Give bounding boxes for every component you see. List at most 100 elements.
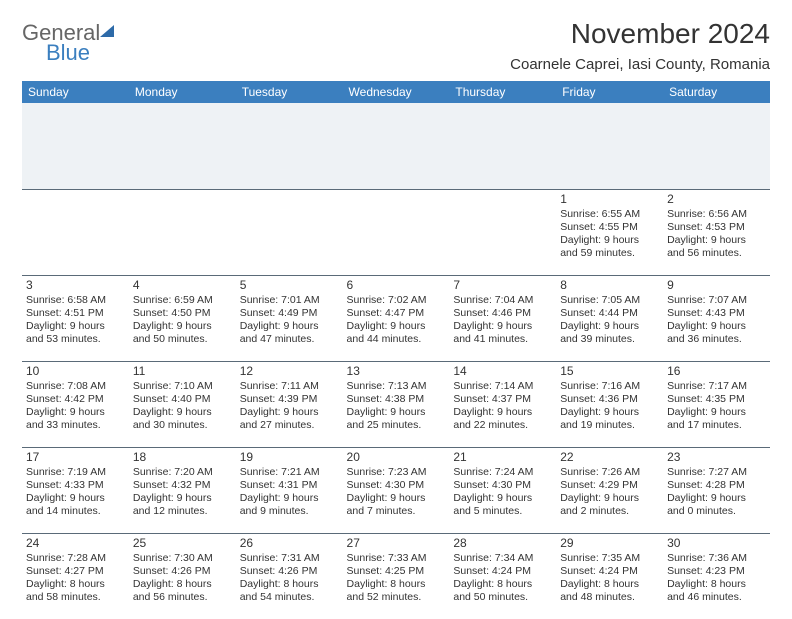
spacer-row	[22, 103, 770, 189]
daylight-line1: Daylight: 9 hours	[133, 492, 232, 505]
day-number: 27	[347, 536, 446, 551]
brand-triangle-icon	[100, 25, 114, 37]
daylight-line2: and 44 minutes.	[347, 333, 446, 346]
day-cell: 29Sunrise: 7:35 AMSunset: 4:24 PMDayligh…	[556, 533, 663, 619]
daylight-line2: and 53 minutes.	[26, 333, 125, 346]
daylight-line2: and 14 minutes.	[26, 505, 125, 518]
daylight-line1: Daylight: 9 hours	[240, 406, 339, 419]
weekday-tuesday: Tuesday	[236, 81, 343, 103]
day-number: 3	[26, 278, 125, 293]
sunset-text: Sunset: 4:47 PM	[347, 307, 446, 320]
daylight-line2: and 0 minutes.	[667, 505, 766, 518]
day-number: 17	[26, 450, 125, 465]
week-row: 10Sunrise: 7:08 AMSunset: 4:42 PMDayligh…	[22, 361, 770, 447]
day-cell: 26Sunrise: 7:31 AMSunset: 4:26 PMDayligh…	[236, 533, 343, 619]
sunset-text: Sunset: 4:35 PM	[667, 393, 766, 406]
day-number: 23	[667, 450, 766, 465]
sunrise-text: Sunrise: 7:20 AM	[133, 466, 232, 479]
daylight-line1: Daylight: 9 hours	[133, 320, 232, 333]
day-cell: 8Sunrise: 7:05 AMSunset: 4:44 PMDaylight…	[556, 275, 663, 361]
day-cell: 20Sunrise: 7:23 AMSunset: 4:30 PMDayligh…	[343, 447, 450, 533]
weekday-saturday: Saturday	[663, 81, 770, 103]
daylight-line1: Daylight: 9 hours	[667, 234, 766, 247]
day-cell: 3Sunrise: 6:58 AMSunset: 4:51 PMDaylight…	[22, 275, 129, 361]
day-number: 7	[453, 278, 552, 293]
sunset-text: Sunset: 4:29 PM	[560, 479, 659, 492]
sunset-text: Sunset: 4:51 PM	[26, 307, 125, 320]
sunset-text: Sunset: 4:26 PM	[240, 565, 339, 578]
daylight-line2: and 30 minutes.	[133, 419, 232, 432]
daylight-line1: Daylight: 9 hours	[453, 320, 552, 333]
daylight-line2: and 41 minutes.	[453, 333, 552, 346]
daylight-line1: Daylight: 9 hours	[560, 406, 659, 419]
daylight-line2: and 46 minutes.	[667, 591, 766, 604]
daylight-line1: Daylight: 9 hours	[667, 320, 766, 333]
daylight-line1: Daylight: 9 hours	[560, 234, 659, 247]
daylight-line1: Daylight: 8 hours	[560, 578, 659, 591]
sunset-text: Sunset: 4:43 PM	[667, 307, 766, 320]
daylight-line2: and 48 minutes.	[560, 591, 659, 604]
daylight-line2: and 25 minutes.	[347, 419, 446, 432]
day-cell: 14Sunrise: 7:14 AMSunset: 4:37 PMDayligh…	[449, 361, 556, 447]
sunrise-text: Sunrise: 7:05 AM	[560, 294, 659, 307]
day-number: 22	[560, 450, 659, 465]
daylight-line1: Daylight: 8 hours	[26, 578, 125, 591]
daylight-line2: and 47 minutes.	[240, 333, 339, 346]
day-cell	[343, 189, 450, 275]
daylight-line1: Daylight: 9 hours	[26, 406, 125, 419]
day-cell: 11Sunrise: 7:10 AMSunset: 4:40 PMDayligh…	[129, 361, 236, 447]
day-number: 15	[560, 364, 659, 379]
sunrise-text: Sunrise: 7:14 AM	[453, 380, 552, 393]
week-row: 24Sunrise: 7:28 AMSunset: 4:27 PMDayligh…	[22, 533, 770, 619]
week-row: 3Sunrise: 6:58 AMSunset: 4:51 PMDaylight…	[22, 275, 770, 361]
day-number: 13	[347, 364, 446, 379]
daylight-line1: Daylight: 8 hours	[453, 578, 552, 591]
location-text: Coarnele Caprei, Iasi County, Romania	[510, 56, 770, 73]
day-number: 10	[26, 364, 125, 379]
day-cell: 19Sunrise: 7:21 AMSunset: 4:31 PMDayligh…	[236, 447, 343, 533]
day-number: 2	[667, 192, 766, 207]
daylight-line2: and 52 minutes.	[347, 591, 446, 604]
sunset-text: Sunset: 4:36 PM	[560, 393, 659, 406]
daylight-line1: Daylight: 9 hours	[347, 492, 446, 505]
sunset-text: Sunset: 4:49 PM	[240, 307, 339, 320]
daylight-line1: Daylight: 9 hours	[240, 320, 339, 333]
daylight-line1: Daylight: 8 hours	[133, 578, 232, 591]
daylight-line1: Daylight: 9 hours	[133, 406, 232, 419]
sunset-text: Sunset: 4:30 PM	[347, 479, 446, 492]
sunrise-text: Sunrise: 7:27 AM	[667, 466, 766, 479]
daylight-line2: and 9 minutes.	[240, 505, 339, 518]
month-title: November 2024	[510, 18, 770, 50]
daylight-line2: and 19 minutes.	[560, 419, 659, 432]
sunset-text: Sunset: 4:23 PM	[667, 565, 766, 578]
daylight-line2: and 56 minutes.	[133, 591, 232, 604]
week-row: 17Sunrise: 7:19 AMSunset: 4:33 PMDayligh…	[22, 447, 770, 533]
day-cell: 13Sunrise: 7:13 AMSunset: 4:38 PMDayligh…	[343, 361, 450, 447]
daylight-line2: and 22 minutes.	[453, 419, 552, 432]
daylight-line1: Daylight: 8 hours	[347, 578, 446, 591]
day-number: 26	[240, 536, 339, 551]
header-row: General Blue November 2024 Coarnele Capr…	[22, 18, 770, 73]
sunrise-text: Sunrise: 6:59 AM	[133, 294, 232, 307]
sunset-text: Sunset: 4:26 PM	[133, 565, 232, 578]
day-number: 28	[453, 536, 552, 551]
day-number: 19	[240, 450, 339, 465]
day-number: 20	[347, 450, 446, 465]
day-cell	[236, 189, 343, 275]
day-number: 5	[240, 278, 339, 293]
sunset-text: Sunset: 4:37 PM	[453, 393, 552, 406]
daylight-line2: and 12 minutes.	[133, 505, 232, 518]
sunset-text: Sunset: 4:42 PM	[26, 393, 125, 406]
daylight-line2: and 33 minutes.	[26, 419, 125, 432]
sunrise-text: Sunrise: 7:01 AM	[240, 294, 339, 307]
day-number: 16	[667, 364, 766, 379]
daylight-line2: and 7 minutes.	[347, 505, 446, 518]
sunrise-text: Sunrise: 7:11 AM	[240, 380, 339, 393]
day-number: 18	[133, 450, 232, 465]
day-cell	[22, 189, 129, 275]
sunrise-text: Sunrise: 7:10 AM	[133, 380, 232, 393]
daylight-line2: and 27 minutes.	[240, 419, 339, 432]
sunrise-text: Sunrise: 7:16 AM	[560, 380, 659, 393]
sunrise-text: Sunrise: 7:26 AM	[560, 466, 659, 479]
sunset-text: Sunset: 4:40 PM	[133, 393, 232, 406]
